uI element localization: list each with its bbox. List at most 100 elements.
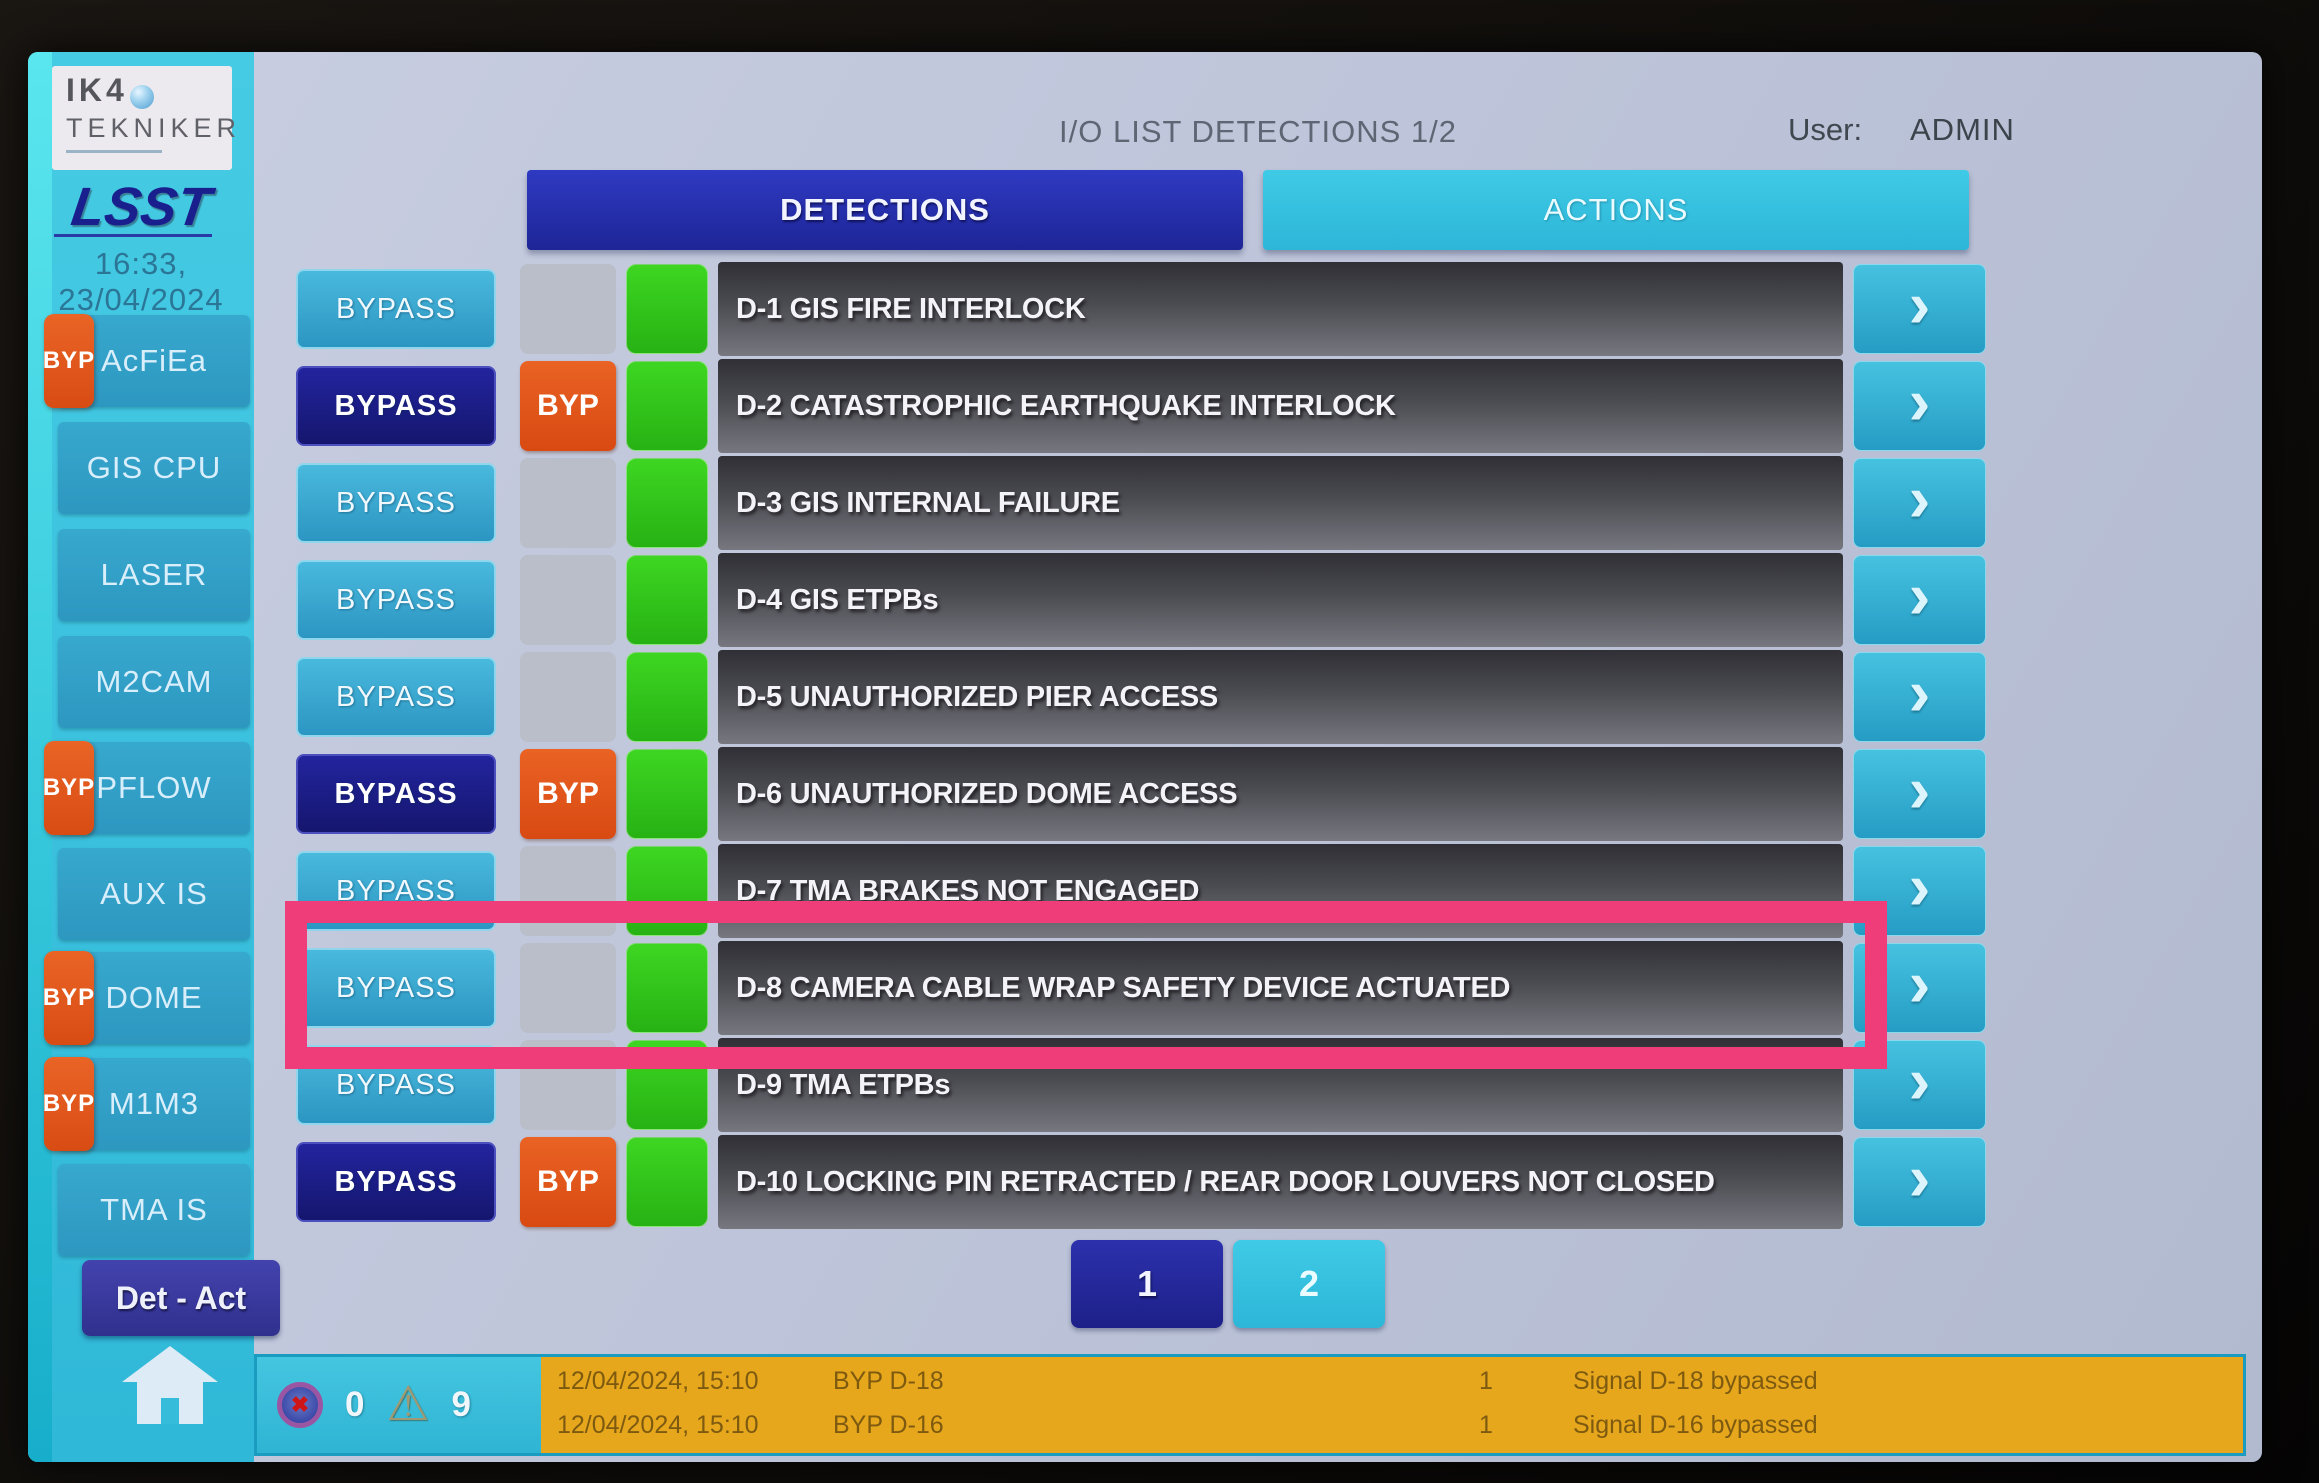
bypass-button[interactable]: BYPASS [296, 1142, 496, 1222]
bypass-button[interactable]: BYPASS [296, 657, 496, 737]
sidebar: IK4 TEKNIKER LSST 16:33, 23/04/2024 BYP … [28, 52, 254, 1462]
warning-count: 9 [451, 1385, 471, 1424]
sidebar-item-dome[interactable]: BYP DOME [43, 951, 250, 1045]
det-act-button[interactable]: Det - Act [82, 1260, 280, 1336]
detail-arrow-button[interactable]: › [1853, 264, 1986, 354]
detections-list: BYPASS BYP D-1 GIS FIRE INTERLOCK › BYPA… [28, 262, 2262, 1232]
alarm-count: 0 [345, 1385, 365, 1424]
detection-row-d1: BYPASS BYP D-1 GIS FIRE INTERLOCK › [28, 262, 2038, 356]
alarm-icon: ✖ [277, 1382, 323, 1428]
sidebar-item-label: M1M3 [108, 1086, 200, 1121]
sidebar-item-m1m3[interactable]: BYP M1M3 [43, 1057, 250, 1151]
logo-ik4-text: IK4 [66, 72, 128, 108]
detection-label: D-2 CATASTROPHIC EARTHQUAKE INTERLOCK [718, 359, 1843, 453]
status-green-indicator [626, 749, 708, 839]
log-datetime: 12/04/2024, 15:10 [557, 1367, 759, 1395]
byp-indicator: BYP [520, 555, 616, 645]
status-green-indicator [626, 652, 708, 742]
detail-arrow-button[interactable]: › [1853, 458, 1986, 548]
sidebar-item-pflow[interactable]: BYP PFLOW [43, 741, 250, 835]
byp-indicator: BYP [520, 458, 616, 548]
sidebar-item-tma-is[interactable]: BYP TMA IS [58, 1164, 250, 1256]
status-green-indicator [626, 1137, 708, 1227]
detection-row-d2: BYPASS BYP D-2 CATASTROPHIC EARTHQUAKE I… [28, 359, 2038, 453]
sidebar-item-label: TMA IS [100, 1192, 208, 1227]
detection-label: D-1 GIS FIRE INTERLOCK [718, 262, 1843, 356]
detection-label: D-6 UNAUTHORIZED DOME ACCESS [718, 747, 1843, 841]
status-green-indicator [626, 458, 708, 548]
detection-row-d3: BYPASS BYP D-3 GIS INTERNAL FAILURE › [28, 456, 2038, 550]
sidebar-item-label: LASER [100, 557, 208, 592]
sidebar-item-label: DOME [105, 980, 203, 1015]
hmi-screen: IK4 TEKNIKER LSST 16:33, 23/04/2024 BYP … [28, 52, 2262, 1462]
logo-dot-icon [129, 84, 154, 109]
byp-indicator: BYP [520, 361, 616, 451]
sidebar-item-laser[interactable]: BYP LASER [58, 529, 250, 621]
byp-indicator: BYP [520, 652, 616, 742]
byp-indicator: BYP [520, 264, 616, 354]
page-title: I/O LIST DETECTIONS 1/2 [1059, 114, 1457, 149]
status-green-indicator [626, 555, 708, 645]
ik4-tekniker-logo: IK4 TEKNIKER [52, 66, 236, 170]
tab-detections[interactable]: DETECTIONS [527, 170, 1243, 250]
pagination: 1 2 [1071, 1240, 1385, 1328]
detection-row-d5: BYPASS BYP D-5 UNAUTHORIZED PIER ACCESS … [28, 650, 2038, 744]
bypass-button[interactable]: BYPASS [296, 560, 496, 640]
log-datetime: 12/04/2024, 15:10 [557, 1411, 759, 1439]
lsst-logo-underline [54, 234, 212, 237]
detection-label: D-8 CAMERA CABLE WRAP SAFETY DEVICE ACTU… [718, 941, 1843, 1035]
detection-row-d6: BYPASS BYP D-6 UNAUTHORIZED DOME ACCESS … [28, 747, 2038, 841]
home-icon [122, 1346, 218, 1382]
bypass-button[interactable]: BYPASS [296, 366, 496, 446]
byp-indicator: BYP [520, 749, 616, 839]
sidebar-item-label: AUX IS [100, 876, 208, 911]
warning-icon: ⚠ [386, 1378, 430, 1431]
byp-badge: BYP [43, 741, 94, 835]
sidebar-item-label: AcFiEa [101, 343, 207, 378]
status-bar: ✖ 0 ⚠ 9 12/04/2024, 15:10 BYP D-18 1 Sig… [254, 1354, 2246, 1456]
log-message: Signal D-18 bypassed [1573, 1367, 1818, 1395]
detail-arrow-button[interactable]: › [1853, 749, 1986, 839]
user-label: User: [1788, 112, 1863, 147]
lsst-logo: LSST [67, 177, 215, 237]
clock-time: 16:33, [94, 246, 188, 281]
status-green-indicator [626, 943, 708, 1033]
tab-actions[interactable]: ACTIONS [1263, 170, 1969, 250]
status-green-indicator [626, 361, 708, 451]
log-count: 1 [1479, 1411, 1493, 1439]
home-button[interactable] [120, 1346, 220, 1432]
detail-arrow-button[interactable]: › [1853, 652, 1986, 742]
bypass-button[interactable]: BYPASS [296, 269, 496, 349]
sidebar-item-acfiea[interactable]: BYP AcFiEa [43, 314, 250, 408]
log-event: BYP D-18 [833, 1367, 944, 1395]
byp-indicator: BYP [520, 1137, 616, 1227]
event-log: 12/04/2024, 15:10 BYP D-18 1 Signal D-18… [541, 1357, 2243, 1453]
detection-label: D-5 UNAUTHORIZED PIER ACCESS [718, 650, 1843, 744]
sidebar-item-aux-is[interactable]: BYP AUX IS [58, 848, 250, 940]
byp-badge: BYP [43, 951, 94, 1045]
sidebar-item-m2cam[interactable]: BYP M2CAM [58, 636, 250, 728]
status-green-indicator [626, 264, 708, 354]
highlight-annotation-d8 [285, 901, 1887, 1069]
logo-underline [66, 150, 162, 153]
detail-arrow-button[interactable]: › [1853, 1137, 1986, 1227]
sidebar-item-gis-cpu[interactable]: BYP GIS CPU [58, 422, 250, 514]
log-message: Signal D-16 bypassed [1573, 1411, 1818, 1439]
page-2-button[interactable]: 2 [1233, 1240, 1385, 1328]
detail-arrow-button[interactable]: › [1853, 555, 1986, 645]
page-1-button[interactable]: 1 [1071, 1240, 1223, 1328]
detection-label: D-3 GIS INTERNAL FAILURE [718, 456, 1843, 550]
detection-label: D-4 GIS ETPBs [718, 553, 1843, 647]
byp-indicator: BYP [520, 943, 616, 1033]
bypass-button[interactable]: BYPASS [296, 754, 496, 834]
byp-badge: BYP [43, 1057, 94, 1151]
detail-arrow-button[interactable]: › [1853, 361, 1986, 451]
detection-row-d8: BYPASS BYP D-8 CAMERA CABLE WRAP SAFETY … [28, 941, 2038, 1035]
alarm-summary: ✖ 0 ⚠ 9 [257, 1357, 541, 1453]
bypass-button[interactable]: BYPASS [296, 463, 496, 543]
sidebar-item-label: PFLOW [96, 770, 212, 805]
clock-date: 23/04/2024 [58, 282, 224, 317]
sidebar-item-label: M2CAM [95, 664, 213, 699]
detection-row-d10: BYPASS BYP D-10 LOCKING PIN RETRACTED / … [28, 1135, 2038, 1229]
